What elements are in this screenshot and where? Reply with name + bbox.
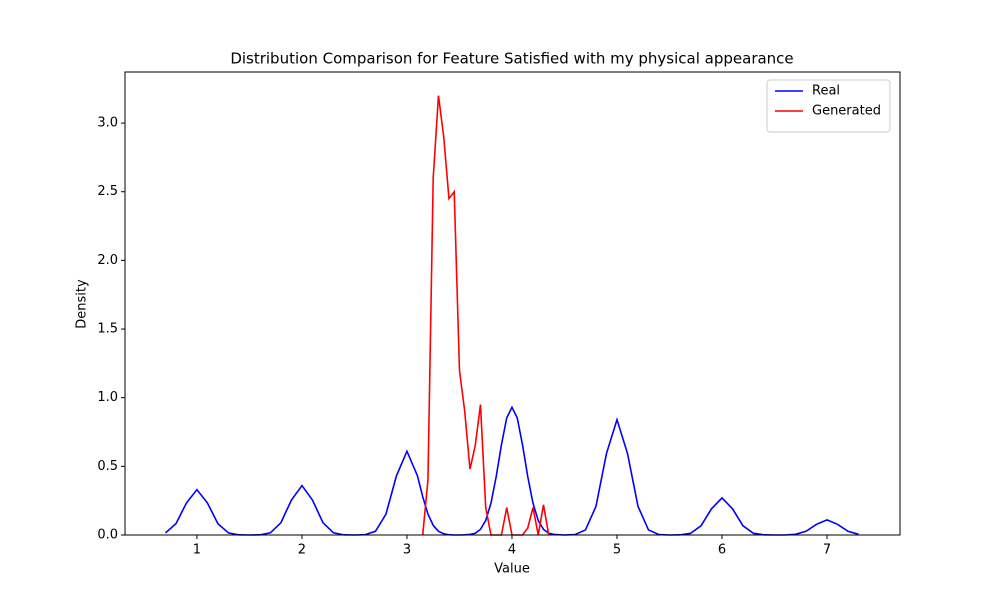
x-tick-label: 4	[508, 543, 516, 558]
series-line	[164, 405, 859, 536]
x-axis-label: Value	[494, 562, 530, 577]
x-tick-label: 1	[193, 543, 201, 558]
x-tick-label: 5	[613, 543, 621, 558]
y-tick-label: 0.5	[97, 459, 118, 474]
legend-label: Real	[812, 84, 840, 99]
y-tick-label: 1.5	[97, 322, 118, 337]
x-tick-label: 3	[403, 543, 411, 558]
y-tick-label: 2.5	[97, 184, 118, 199]
legend-label: Generated	[812, 104, 881, 119]
y-tick-label: 1.0	[97, 390, 118, 405]
y-tick-label: 2.0	[97, 253, 118, 268]
y-axis-label: Density	[75, 279, 90, 329]
series-line	[421, 95, 550, 536]
x-tick-label: 2	[298, 543, 306, 558]
x-tick-label: 7	[823, 543, 831, 558]
axes-frame	[124, 71, 901, 536]
x-tick-label: 6	[718, 543, 726, 558]
legend-box	[766, 79, 891, 133]
y-tick-label: 0.0	[97, 528, 118, 543]
y-tick-label: 3.0	[97, 116, 118, 131]
chart-title: Distribution Comparison for Feature Sati…	[230, 50, 793, 68]
